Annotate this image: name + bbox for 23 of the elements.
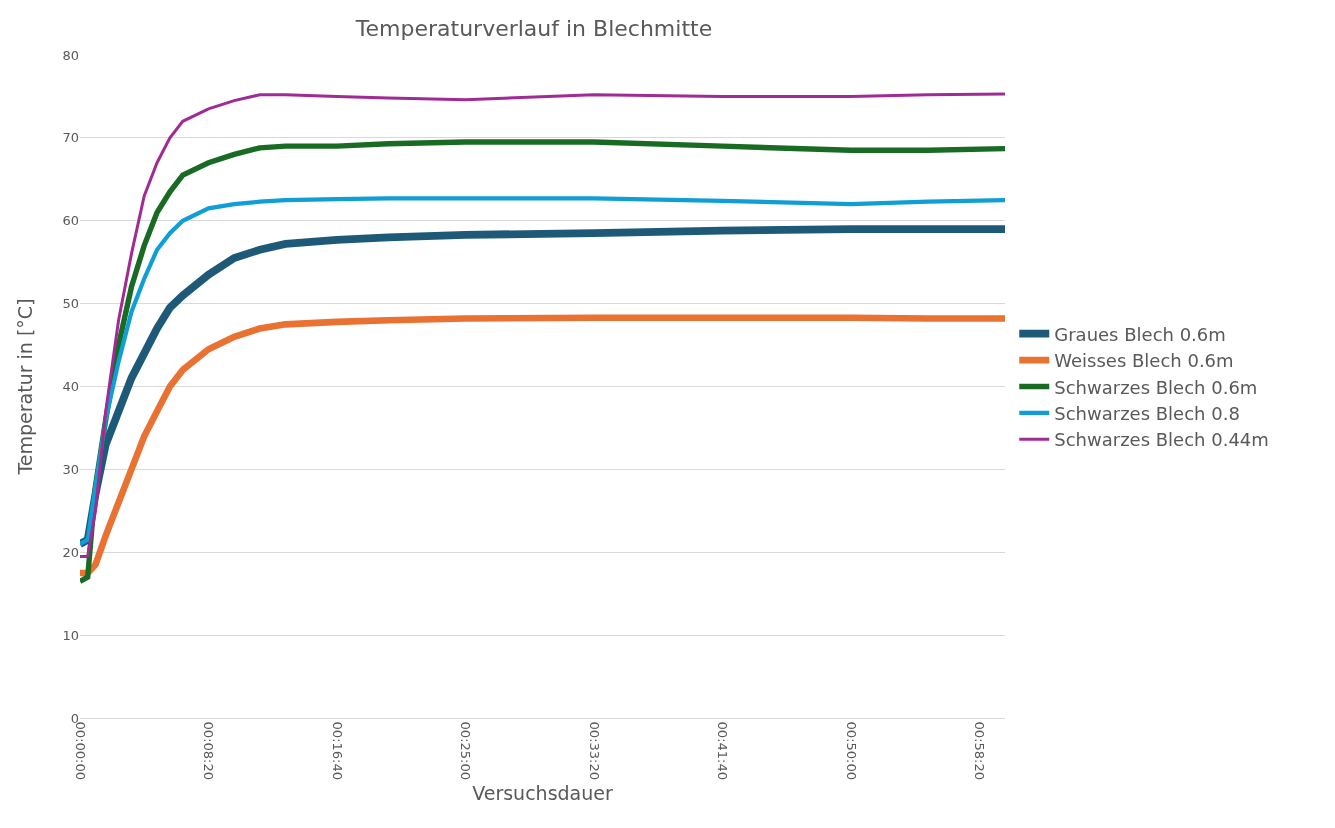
y-tick-label: 70 bbox=[62, 130, 79, 146]
y-tick-label: 10 bbox=[62, 627, 79, 643]
y-axis-title: Temperatur in [°C] bbox=[14, 298, 36, 476]
x-tick-label: 00:08:20 bbox=[201, 721, 217, 780]
legend-label: Graues Blech 0.6m bbox=[1054, 323, 1226, 345]
chart-title: Temperaturverlauf in Blechmitte bbox=[354, 16, 713, 42]
y-tick-label: 80 bbox=[62, 47, 79, 63]
x-tick-label: 00:50:00 bbox=[843, 721, 859, 780]
legend-label: Weisses Blech 0.6m bbox=[1054, 350, 1234, 372]
x-axis-title: Versuchsdauer bbox=[472, 781, 613, 804]
legend-label: Schwarzes Blech 0.44m bbox=[1054, 429, 1269, 451]
x-tick-label: 00:33:20 bbox=[586, 721, 602, 780]
legend-label: Schwarzes Blech 0.6m bbox=[1054, 376, 1258, 398]
legend-label: Schwarzes Blech 0.8 bbox=[1054, 402, 1240, 424]
x-tick-label: 00:58:20 bbox=[972, 721, 988, 780]
x-tick-label: 00:16:40 bbox=[329, 721, 345, 780]
y-tick-label: 20 bbox=[62, 544, 79, 560]
y-tick-label: 30 bbox=[62, 461, 79, 477]
x-tick-label: 00:25:00 bbox=[458, 721, 474, 780]
y-tick-label: 40 bbox=[62, 379, 79, 395]
y-tick-label: 50 bbox=[62, 296, 79, 312]
y-tick-label: 60 bbox=[62, 213, 79, 229]
x-tick-label: 00:41:40 bbox=[715, 721, 731, 780]
